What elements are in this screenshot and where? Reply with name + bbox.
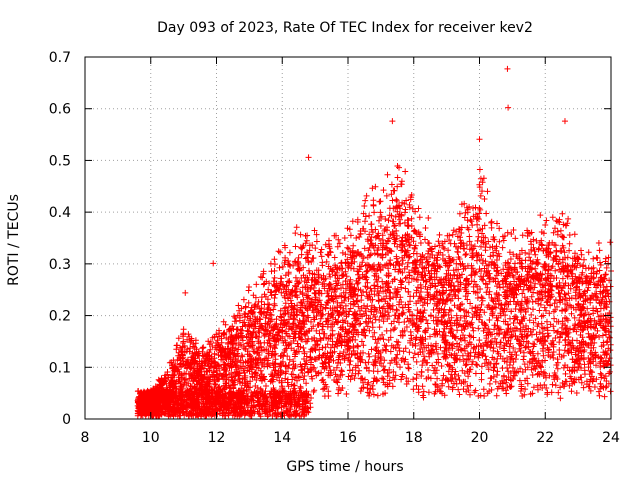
data-point-cloud — [134, 163, 614, 420]
data-points — [134, 65, 614, 420]
y-tick-label: 0.4 — [49, 205, 71, 221]
y-tick-label: 0.5 — [49, 153, 71, 169]
x-tick-label: 20 — [471, 430, 489, 446]
y-tick-label: 0 — [62, 412, 71, 428]
chart-title: Day 093 of 2023, Rate Of TEC Index for r… — [157, 20, 533, 36]
x-tick-label: 18 — [405, 430, 423, 446]
x-tick-label: 24 — [602, 430, 620, 446]
y-axis-label: ROTI / TECUs — [6, 194, 22, 286]
x-tick-labels: 8 10 12 14 16 18 20 22 24 — [81, 430, 620, 446]
data-point — [476, 136, 483, 143]
x-tick-label: 16 — [339, 430, 357, 446]
x-tick-label: 14 — [273, 430, 291, 446]
x-axis-label: GPS time / hours — [286, 459, 403, 475]
data-point — [561, 118, 568, 125]
x-tick-label: 10 — [142, 430, 160, 446]
x-tick-label: 22 — [536, 430, 554, 446]
y-tick-label: 0.7 — [49, 50, 71, 66]
data-point — [505, 104, 512, 111]
axis-ticks — [84, 56, 612, 420]
y-tick-label: 0.2 — [49, 309, 71, 325]
data-point — [210, 260, 217, 267]
data-point — [305, 154, 312, 161]
y-tick-label: 0.6 — [49, 102, 71, 118]
y-tick-label: 0.3 — [49, 257, 71, 273]
x-tick-label: 8 — [81, 430, 90, 446]
data-point — [389, 118, 396, 125]
y-tick-label: 0.1 — [49, 360, 71, 376]
data-point — [182, 289, 189, 296]
y-tick-labels: 0 0.1 0.2 0.3 0.4 0.5 0.6 0.7 — [49, 50, 71, 428]
data-point — [504, 65, 511, 72]
x-tick-label: 12 — [208, 430, 226, 446]
